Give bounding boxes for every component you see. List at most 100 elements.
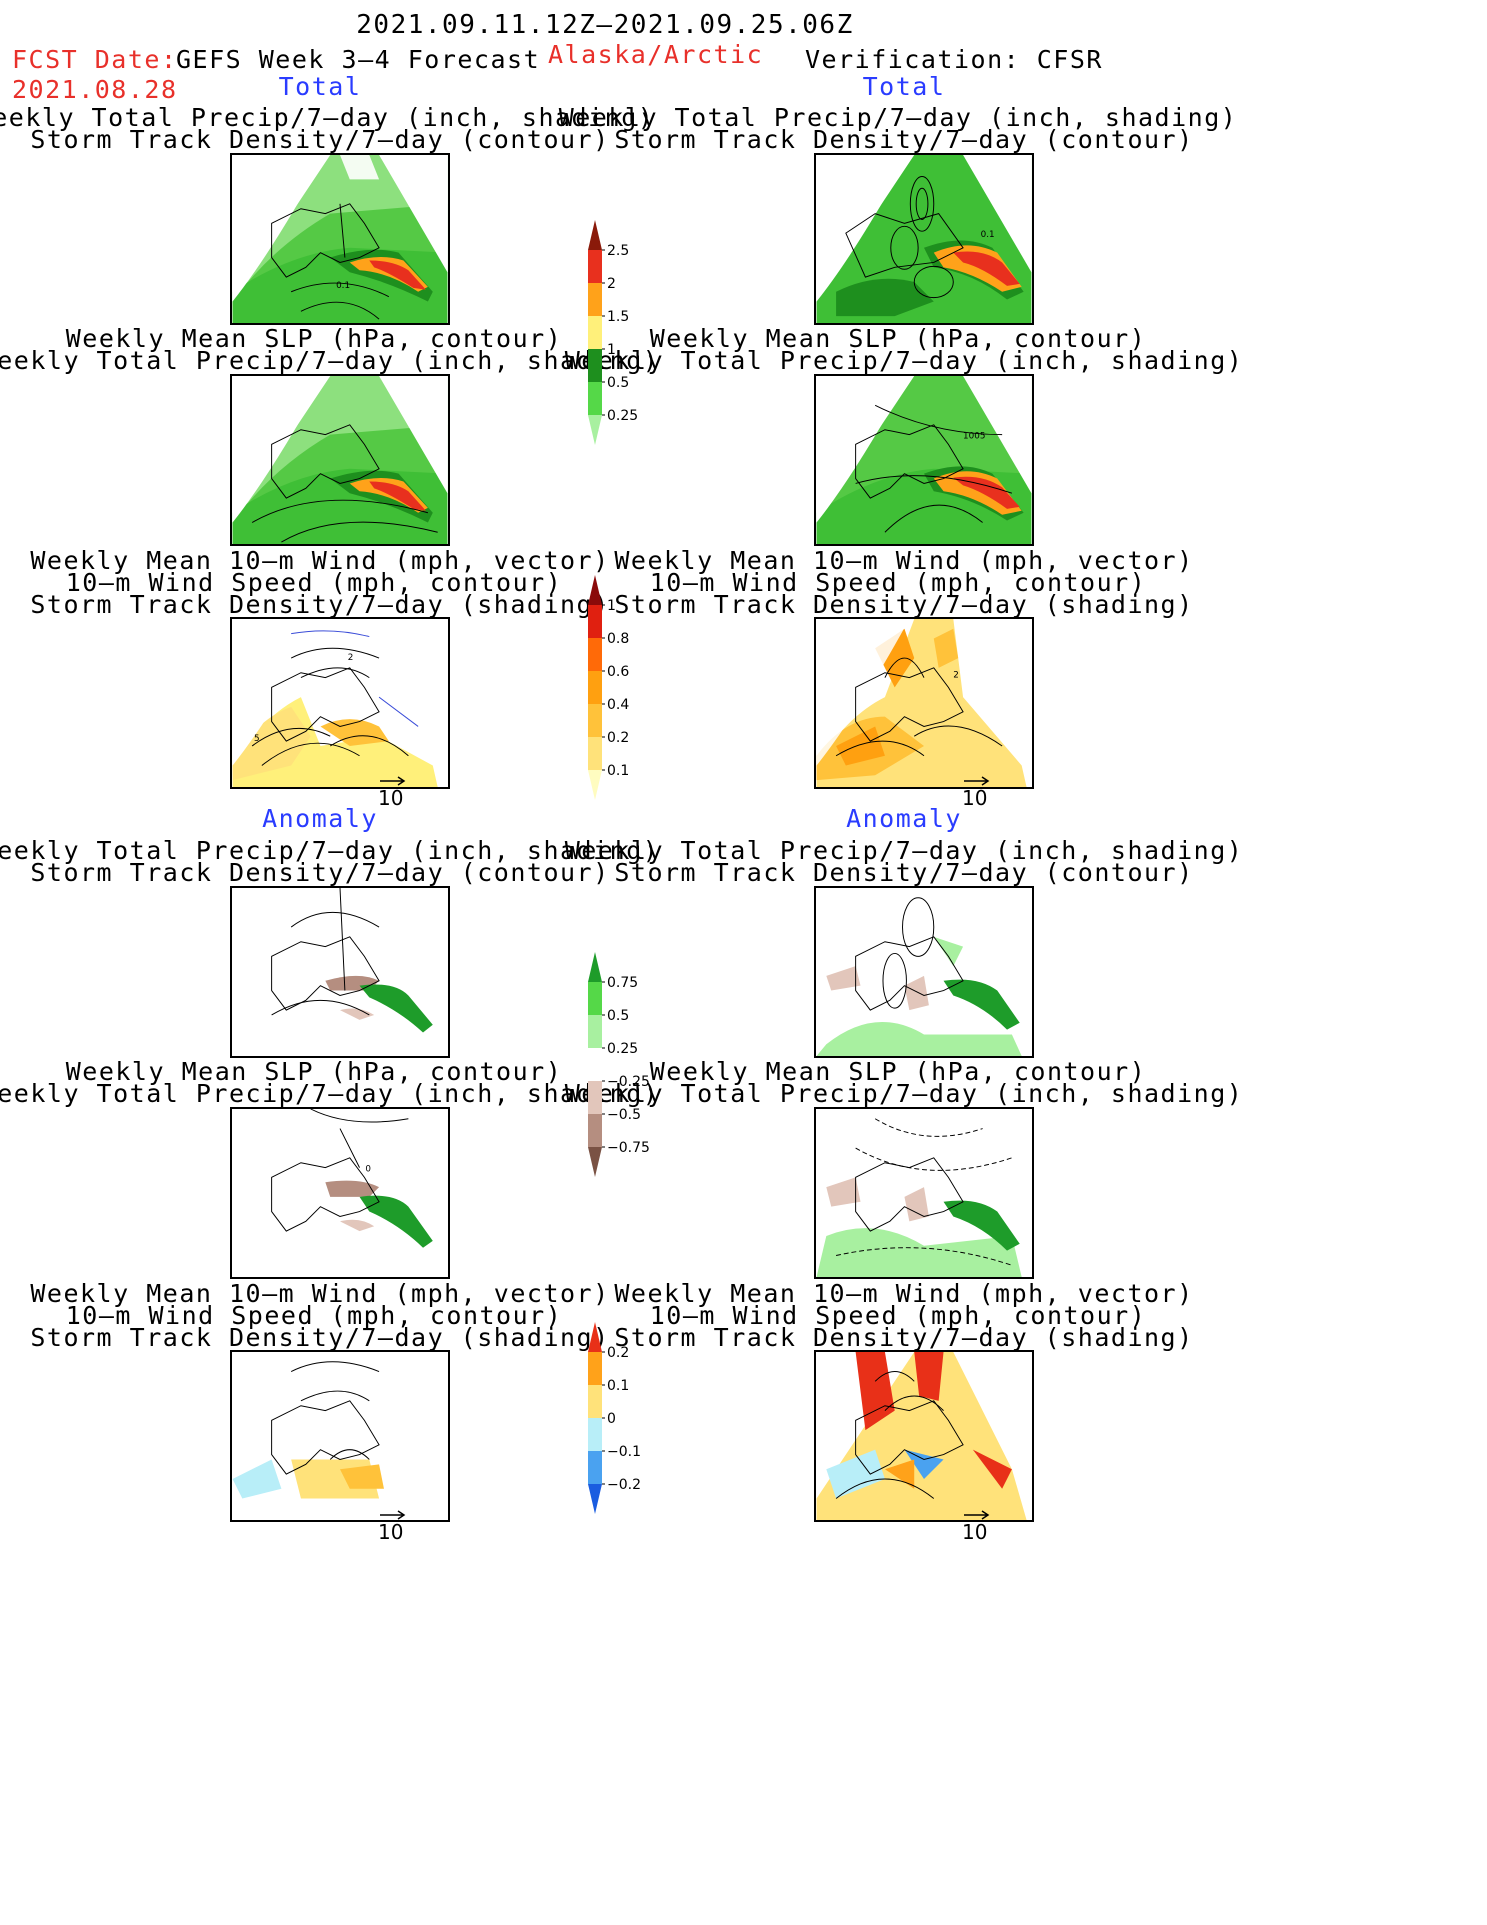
colorbar-tick-label: 0.1	[607, 1378, 629, 1394]
vector-ref-value: 10	[962, 786, 988, 810]
title-t-r1-2: Storm Track Density/7–day (contour)	[614, 125, 1194, 154]
title-t-l1-1: Weekly Total Precip/7–day (inch, shading…	[0, 103, 655, 132]
colorbar-tick-label: −0.75	[607, 1140, 650, 1156]
colorbar-bin	[588, 1081, 602, 1114]
colorbar-cap-bottom	[588, 415, 602, 445]
title-t-r2-2: Weekly Total Precip/7–day (inch, shading…	[564, 346, 1244, 375]
map-anomaly-slp-precip-verification	[814, 1107, 1034, 1279]
contour-label: 2	[953, 671, 959, 681]
colorbar-tick-label: −0.1	[607, 1444, 641, 1460]
arrow-right-icon	[380, 1510, 406, 1520]
colorbar-bin	[588, 704, 602, 737]
title-a-l1-2: Storm Track Density/7–day (contour)	[30, 858, 610, 887]
title-t-r1-1: Weekly Total Precip/7–day (inch, shading…	[558, 103, 1238, 132]
title-t-l2-1: Weekly Mean SLP (hPa, contour)	[65, 324, 563, 353]
colorbar-tick-label: 1	[607, 598, 616, 614]
title-t-r3-2: 10–m Wind Speed (mph, contour)	[649, 568, 1147, 597]
map-total-wind-track-verification: 2	[814, 617, 1034, 789]
colorbar-precip-total: 2.5 2 1.5 1 0.5 0.25	[586, 220, 666, 456]
colorbar-bin	[588, 1114, 602, 1147]
contour-label: 0	[365, 1165, 371, 1175]
colorbar-bin	[588, 671, 602, 704]
model-title: GEFS Week 3–4 Forecast	[176, 45, 541, 74]
contour-label: 0.1	[336, 281, 350, 291]
title-t-r2-1: Weekly Mean SLP (hPa, contour)	[649, 324, 1147, 353]
colorbar-tick-label: 0.2	[607, 1345, 629, 1361]
arrow-right-icon	[964, 1510, 990, 1520]
colorbar-precip-anomaly: 0.75 0.5 0.25 −0.25 −0.5 −0.75	[586, 952, 666, 1188]
colorbar-tick-label: 1	[607, 342, 616, 358]
section-total-right: Total	[862, 72, 946, 101]
map-anomaly-wind-track-verification	[814, 1350, 1034, 1522]
colorbar-cap-top	[588, 952, 602, 982]
colorbar-bin	[588, 382, 602, 415]
colorbar-tick-label: −0.2	[607, 1477, 641, 1493]
title-t-r3-3: Storm Track Density/7–day (shading)	[614, 590, 1194, 619]
title-a-l2-1: Weekly Mean SLP (hPa, contour)	[65, 1057, 563, 1086]
colorbar-tick-label: 1.5	[607, 309, 629, 325]
colorbar-tick-label: 0.4	[607, 697, 629, 713]
colorbar-tick-label: 0.1	[607, 763, 629, 779]
arrow-right-icon	[380, 776, 406, 786]
title-a-r3-3: Storm Track Density/7–day (shading)	[614, 1323, 1194, 1352]
colorbar-cap-top	[588, 575, 602, 605]
title-a-r1-2: Storm Track Density/7–day (contour)	[614, 858, 1194, 887]
title-t-l3-2: 10–m Wind Speed (mph, contour)	[65, 568, 563, 597]
vector-ref-value: 10	[378, 1520, 404, 1544]
colorbar-tick-label: −0.25	[607, 1074, 650, 1090]
colorbar-bin	[588, 316, 602, 349]
map-total-slp-precip-forecast	[230, 374, 450, 546]
colorbar-cap-bottom	[588, 1147, 602, 1177]
map-total-slp-precip-verification: 1005	[814, 374, 1034, 546]
map-anomaly-wind-track-forecast	[230, 1350, 450, 1522]
fcst-date-value: 2021.08.28	[12, 75, 178, 104]
title-t-l3-1: Weekly Mean 10–m Wind (mph, vector)	[30, 546, 610, 575]
colorbar-cap-top	[588, 220, 602, 250]
region-title: Alaska/Arctic	[548, 40, 764, 69]
verification-title: Verification: CFSR	[805, 45, 1103, 74]
colorbar-track-anomaly: 0.2 0.1 0 −0.1 −0.2	[586, 1322, 666, 1526]
colorbar-bin	[588, 605, 602, 638]
period-title: 2021.09.11.12Z–2021.09.25.06Z	[356, 10, 854, 40]
colorbar-tick-label: 0.75	[607, 975, 638, 991]
colorbar-bin	[588, 283, 602, 316]
colorbar-tick-label: 0.6	[607, 664, 629, 680]
fcst-date-label: FCST Date:	[12, 45, 178, 74]
colorbar-tick-label: 0.8	[607, 631, 629, 647]
colorbar-bin	[588, 1352, 602, 1385]
title-a-r2-1: Weekly Mean SLP (hPa, contour)	[649, 1057, 1147, 1086]
map-total-wind-track-forecast: 5 2	[230, 617, 450, 789]
map-anomaly-precip-track-forecast	[230, 886, 450, 1058]
colorbar-tick-label: 0.5	[607, 1008, 629, 1024]
section-anomaly-right: Anomaly	[846, 804, 962, 833]
title-a-r3-2: 10–m Wind Speed (mph, contour)	[649, 1301, 1147, 1330]
vector-ref-value: 10	[378, 786, 404, 810]
title-a-l3-3: Storm Track Density/7–day (shading)	[30, 1323, 610, 1352]
colorbar-tick-label: 2.5	[607, 243, 629, 259]
vector-ref-value: 10	[962, 1520, 988, 1544]
contour-label: 1005	[963, 432, 985, 442]
colorbar-bin	[588, 638, 602, 671]
colorbar-tick-label: 0.25	[607, 1041, 638, 1057]
colorbar-bin	[588, 982, 602, 1015]
map-anomaly-slp-precip-forecast: 0	[230, 1107, 450, 1279]
colorbar-bin	[588, 349, 602, 382]
section-anomaly-left: Anomaly	[262, 804, 378, 833]
arrow-right-icon	[964, 776, 990, 786]
map-anomaly-precip-track-verification	[814, 886, 1034, 1058]
contour-label: 2	[348, 653, 354, 663]
colorbar-cap-bottom	[588, 1484, 602, 1514]
title-a-l3-2: 10–m Wind Speed (mph, contour)	[65, 1301, 563, 1330]
title-a-l3-1: Weekly Mean 10–m Wind (mph, vector)	[30, 1279, 610, 1308]
colorbar-bin	[588, 1015, 602, 1048]
colorbar-bin	[588, 250, 602, 283]
colorbar-bin	[588, 737, 602, 770]
colorbar-track-total: 1 0.8 0.6 0.4 0.2 0.1	[586, 575, 666, 811]
map-total-precip-track-verification: 0.1	[814, 153, 1034, 325]
contour-label: 5	[254, 734, 260, 744]
colorbar-tick-label: 0.25	[607, 408, 638, 424]
contour-label: 0.1	[981, 230, 995, 240]
vector-ref-anomaly-left: 10	[378, 1510, 408, 1544]
colorbar-tick-label: 0	[607, 1411, 616, 1427]
title-a-l2-2: Weekly Total Precip/7–day (inch, shading…	[0, 1079, 660, 1108]
